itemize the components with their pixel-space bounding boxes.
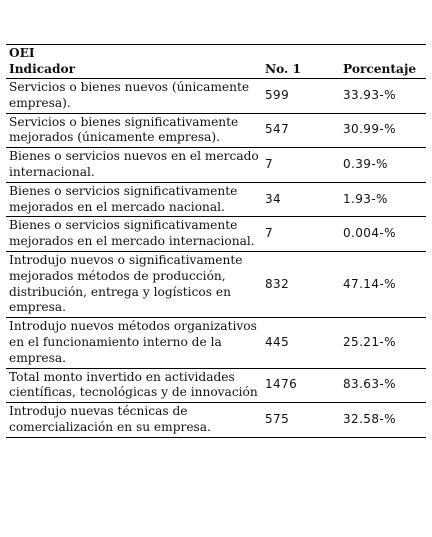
table-row: Servicios o bienes significativamente me… bbox=[6, 113, 427, 149]
row-number: 34 bbox=[262, 182, 340, 218]
table-row: Servicios o bienes nuevos (únicamente em… bbox=[6, 78, 427, 114]
table-row: Bienes o servicios significativamente me… bbox=[6, 182, 427, 218]
row-number: 445 bbox=[262, 317, 340, 369]
row-indicator: Total monto invertido en actividades cie… bbox=[6, 368, 262, 404]
row-indicator: Servicios o bienes nuevos (únicamente em… bbox=[6, 78, 262, 114]
row-percent: 25.21-% bbox=[340, 317, 427, 369]
table-row: Introdujo nuevos métodos organizativos e… bbox=[6, 317, 427, 369]
row-percent: 0.39-% bbox=[340, 147, 427, 183]
row-indicator: Servicios o bienes significativamente me… bbox=[6, 113, 262, 149]
indicator-table-container: OEI Indicador No. 1 Porcentaje Servicios… bbox=[6, 44, 427, 438]
table-row: Bienes o servicios nuevos en el mercado … bbox=[6, 147, 427, 183]
row-percent: 47.14-% bbox=[340, 251, 427, 319]
row-percent: 0.004-% bbox=[340, 216, 427, 252]
row-number: 7 bbox=[262, 147, 340, 183]
row-number: 599 bbox=[262, 78, 340, 114]
row-indicator: Bienes o servicios significativamente me… bbox=[6, 182, 262, 218]
row-indicator: Bienes o servicios nuevos en el mercado … bbox=[6, 147, 262, 183]
header-percent: Porcentaje bbox=[340, 62, 427, 79]
row-percent: 33.93-% bbox=[340, 78, 427, 114]
row-indicator: Introdujo nuevos métodos organizativos e… bbox=[6, 317, 262, 369]
header-indicator: Indicador bbox=[6, 62, 262, 79]
table-header-row: Indicador No. 1 Porcentaje bbox=[6, 62, 427, 79]
row-percent: 83.63-% bbox=[340, 368, 427, 404]
table-caption-row: OEI bbox=[6, 44, 427, 62]
row-number: 575 bbox=[262, 402, 340, 438]
row-number: 547 bbox=[262, 113, 340, 149]
header-number: No. 1 bbox=[262, 62, 340, 79]
row-number: 1476 bbox=[262, 368, 340, 404]
table-row: Bienes o servicios significativamente me… bbox=[6, 216, 427, 252]
row-percent: 32.58-% bbox=[340, 402, 427, 438]
row-number: 7 bbox=[262, 216, 340, 252]
row-indicator: Introdujo nuevos o significativamente me… bbox=[6, 251, 262, 319]
row-number: 832 bbox=[262, 251, 340, 319]
table-row: Total monto invertido en actividades cie… bbox=[6, 368, 427, 404]
table-row: Introdujo nuevas técnicas de comercializ… bbox=[6, 402, 427, 438]
table-row: Introdujo nuevos o significativamente me… bbox=[6, 251, 427, 319]
row-percent: 1.93-% bbox=[340, 182, 427, 218]
row-indicator: Bienes o servicios significativamente me… bbox=[6, 216, 262, 252]
indicator-table: OEI Indicador No. 1 Porcentaje Servicios… bbox=[6, 44, 427, 438]
table-caption: OEI bbox=[6, 44, 427, 62]
row-percent: 30.99-% bbox=[340, 113, 427, 149]
row-indicator: Introdujo nuevas técnicas de comercializ… bbox=[6, 402, 262, 438]
